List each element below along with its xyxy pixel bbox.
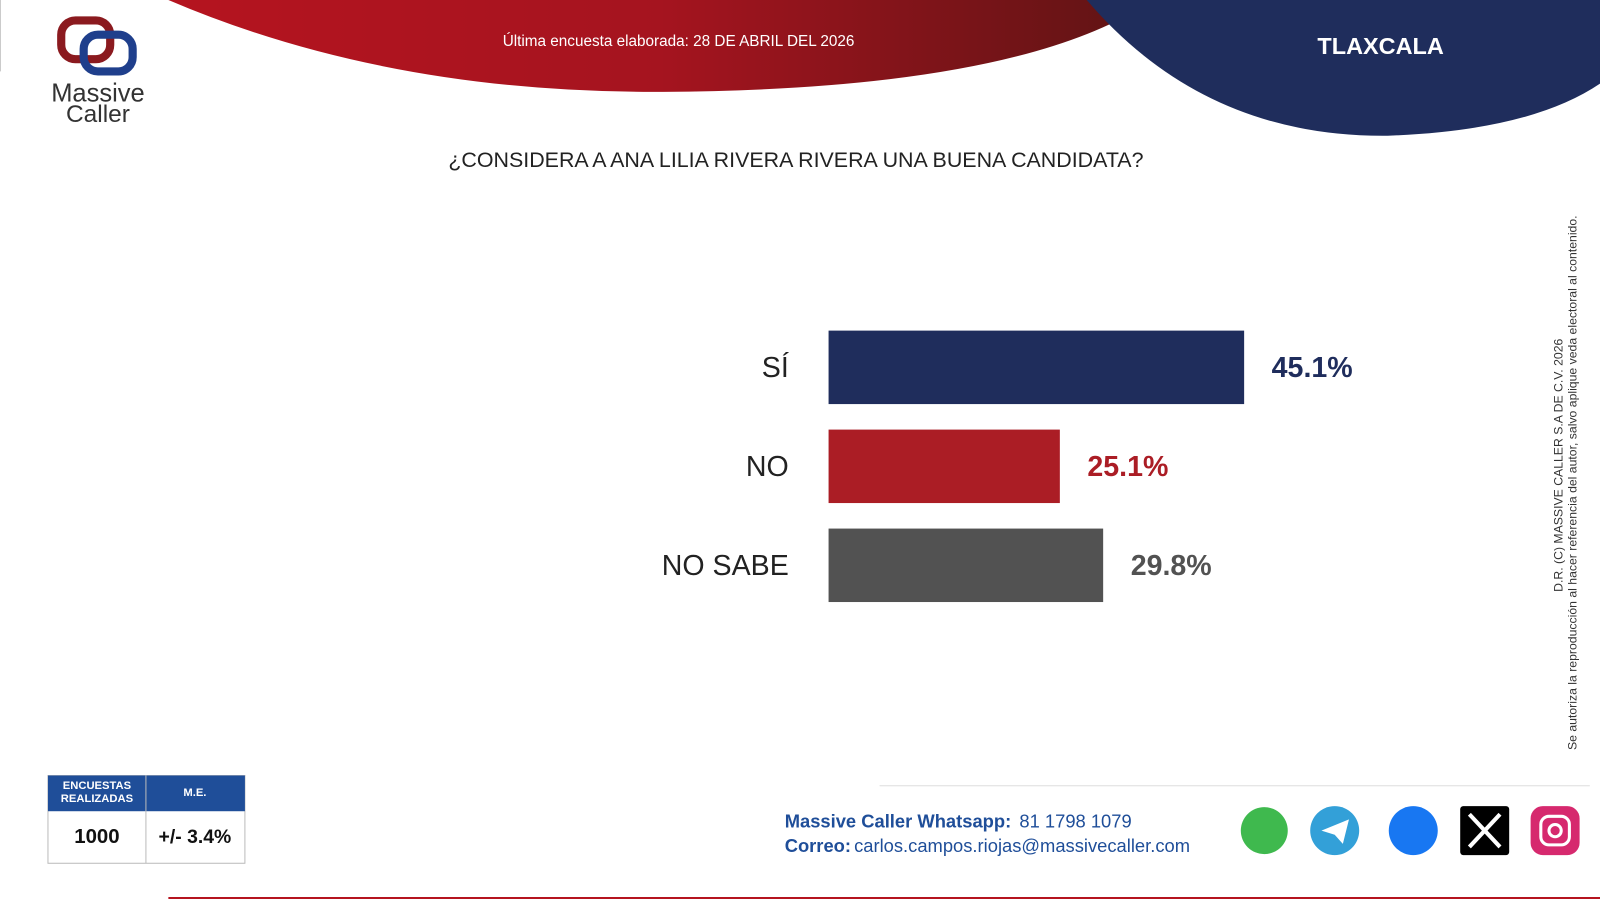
- header-red-shape: [168, 0, 1154, 92]
- category-label: SÍ: [762, 351, 789, 384]
- copyright: D.R. (C) MASSIVE CALLER S.A DE C.V. 2026: [1551, 338, 1565, 591]
- logo-text: Caller: [66, 101, 130, 128]
- contact-label: Massive Caller Whatsapp:: [785, 810, 1012, 831]
- whatsapp-icon[interactable]: [1240, 807, 1288, 855]
- table-value: +/- 3.4%: [159, 826, 232, 848]
- category-label: NO SABE: [662, 550, 789, 582]
- copyright: Se autoriza la reproducción al hacer ref…: [1566, 215, 1580, 750]
- instagram-icon[interactable]: [1530, 806, 1580, 856]
- value-label: 25.1%: [1087, 451, 1168, 483]
- chart-title: ¿CONSIDERA A ANA LILIA RIVERA RIVERA UNA…: [448, 148, 1143, 172]
- icon-glyph: [1467, 812, 1502, 849]
- contact-value: carlos.campos.riojas@massivecaller.com: [854, 835, 1190, 856]
- table-value: 1000: [74, 826, 119, 848]
- logo: Massive Caller: [51, 16, 145, 128]
- header-blue-shape: [1086, 0, 1600, 136]
- value-label: 29.8%: [1131, 550, 1212, 582]
- logo-bubble: [79, 30, 137, 76]
- icon-glyph: [1547, 822, 1563, 839]
- bar: [828, 528, 1104, 603]
- contact-value: 81 1798 1079: [1019, 810, 1131, 831]
- bar: [828, 429, 1060, 504]
- table-head: ENCUESTAS REALIZADAS: [60, 779, 134, 806]
- contact-label: Correo:: [785, 835, 851, 856]
- table-head: M.E.: [183, 787, 206, 799]
- bar: [828, 330, 1245, 405]
- social-icons: [1240, 806, 1580, 856]
- icon-glyph: [1321, 819, 1349, 844]
- region: TLAXCALA: [1317, 33, 1443, 59]
- value-label: 45.1%: [1272, 352, 1353, 384]
- plot: SÍ 45.1% NO 25.1% NO SABE 29.8%: [662, 330, 1353, 603]
- icon-glyph: [1539, 814, 1571, 847]
- facebook-icon[interactable]: [1388, 806, 1438, 856]
- cell: ENCUESTAS REALIZADAS: [60, 779, 134, 806]
- logo-text: Massive: [51, 80, 145, 108]
- stats-table: ENCUESTAS REALIZADAS M.E. 1000 +/- 3.4%: [47, 775, 246, 864]
- date-note: Última encuesta elaborada: 28 DE ABRIL D…: [503, 33, 855, 50]
- category-label: NO: [746, 451, 789, 483]
